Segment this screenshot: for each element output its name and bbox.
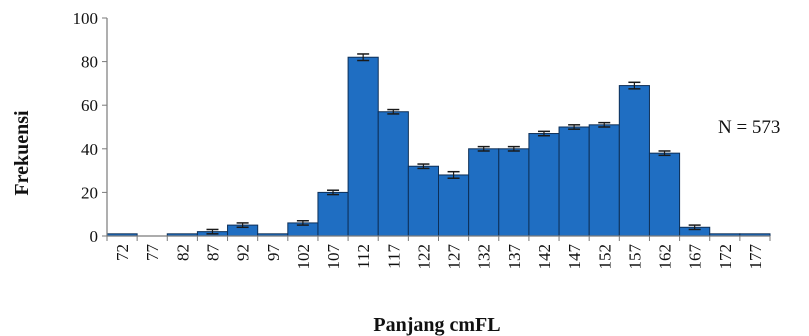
bar-147 [558, 126, 590, 237]
x-tick-label: 167 [686, 244, 705, 270]
sample-size-annotation: N = 573 [718, 117, 780, 138]
x-tick-label: 117 [384, 244, 403, 269]
x-tick-label: 72 [113, 244, 132, 261]
x-axis-ticks: 72 77 82 87 92 97 102 107 112 117 122 127 132 137 142 1… [113, 244, 765, 270]
error-bar-152 [598, 121, 611, 128]
bar-107 [317, 191, 349, 237]
x-tick-label: 82 [173, 244, 192, 261]
x-tick-label: 157 [625, 244, 644, 270]
error-bar-102 [296, 219, 309, 226]
x-tick-label: 107 [324, 244, 343, 270]
x-tick-label: 87 [203, 244, 222, 262]
error-bar-117 [387, 108, 400, 115]
x-tick-label: 142 [535, 244, 554, 270]
x-tick-label: 177 [746, 244, 765, 270]
x-tick-label: 102 [294, 244, 313, 270]
x-tick-label: 92 [234, 244, 253, 261]
x-tick-label: 77 [143, 244, 162, 262]
error-bar-132 [477, 145, 490, 152]
error-bars [206, 53, 701, 235]
y-tick-label: 40 [81, 140, 98, 159]
bar-127 [438, 174, 470, 237]
bar-117 [377, 111, 409, 237]
y-tick-label: 80 [81, 53, 98, 72]
y-axis-ticks: 0 20 40 60 80 100 [73, 9, 99, 246]
y-tick-label: 100 [73, 9, 99, 28]
x-tick-label: 137 [505, 244, 524, 270]
error-bar-107 [327, 189, 340, 196]
x-tick-label: 147 [565, 244, 584, 270]
error-bar-92 [236, 222, 249, 229]
y-tick-label: 0 [90, 227, 99, 246]
x-tick-label: 162 [656, 244, 675, 270]
x-tick-label: 112 [354, 244, 373, 269]
bar-157 [618, 85, 650, 237]
error-bar-87 [206, 228, 219, 235]
error-bar-157 [628, 81, 641, 90]
bar-142 [528, 133, 560, 237]
error-bar-137 [507, 145, 520, 152]
bar-137 [498, 148, 530, 237]
bar-162 [648, 152, 681, 237]
x-tick-label: 172 [716, 244, 735, 270]
x-tick-label: 122 [414, 244, 433, 270]
bar-132 [468, 148, 500, 237]
x-tick-label: 132 [475, 244, 494, 270]
bar-112 [347, 56, 379, 237]
error-bar-142 [537, 130, 550, 137]
y-tick-label: 60 [81, 96, 98, 115]
x-tick-label: 152 [595, 244, 614, 270]
error-bar-127 [447, 170, 460, 179]
x-tick-label: 127 [445, 244, 464, 270]
error-bar-122 [417, 163, 430, 170]
y-tick-label: 20 [81, 183, 98, 202]
error-bar-112 [357, 53, 370, 62]
error-bar-162 [658, 150, 671, 157]
x-tick-label: 97 [264, 244, 283, 262]
bar-122 [407, 165, 439, 237]
bar-152 [588, 124, 620, 237]
x-axis-label: Panjang cmFL [373, 314, 500, 336]
axes [102, 17, 771, 241]
bars [106, 56, 771, 237]
y-axis-label: Frekuensi [11, 110, 33, 196]
error-bar-167 [688, 224, 701, 231]
error-bar-147 [568, 124, 581, 130]
